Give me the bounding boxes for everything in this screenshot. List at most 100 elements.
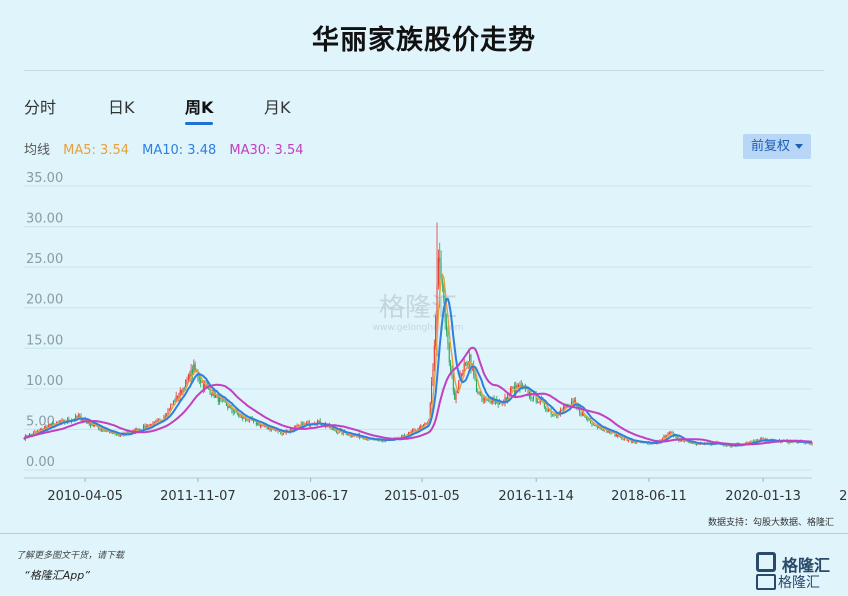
candle-body [409, 432, 411, 434]
candle-body [628, 439, 630, 441]
candle-body [210, 394, 212, 396]
watermark-url: www.gelonghui.com [373, 323, 464, 333]
candle-body [198, 377, 200, 381]
candle-body [556, 415, 558, 417]
candle-body [532, 393, 534, 399]
candle-body [45, 426, 47, 428]
candle-body [269, 428, 271, 430]
candle-body [424, 423, 426, 426]
candle-body [33, 432, 35, 435]
price-adjust-dropdown[interactable]: 前复权 [743, 134, 811, 159]
candle-body [584, 415, 586, 418]
candle-body [550, 410, 552, 415]
ma5-value: MA5: 3.54 [63, 143, 129, 158]
candle-body [507, 393, 509, 402]
candle-body [100, 428, 102, 430]
candle-body [335, 430, 337, 433]
candle-body [470, 354, 472, 369]
candle-body [485, 398, 487, 400]
candle-body [158, 419, 160, 421]
logo-mark-icon [756, 552, 776, 572]
candle-body [649, 443, 651, 445]
candle-body [696, 444, 698, 446]
candle-body [247, 420, 249, 422]
candle-body [466, 362, 468, 366]
candle-body [672, 433, 674, 436]
candle-body [307, 421, 309, 424]
candle-body [363, 437, 365, 440]
candle-body [724, 445, 726, 447]
candle-body [152, 422, 154, 427]
tab-intraday[interactable]: 分时 [24, 98, 57, 117]
tab-weekly-k[interactable]: 周K [185, 98, 214, 117]
tab-monthly-k[interactable]: 月K [264, 98, 291, 117]
candle-body [599, 426, 601, 430]
candle-body [541, 398, 543, 401]
candle-body [28, 434, 30, 437]
candle-body [418, 427, 420, 431]
candle-body [35, 431, 37, 433]
candle-body [609, 430, 611, 433]
candle-body [594, 424, 596, 426]
promo-app-name: “格隆汇App” [24, 569, 90, 582]
candle-body [193, 363, 195, 375]
candle-body [632, 441, 634, 443]
candle-body [345, 432, 347, 435]
candle-body [75, 415, 77, 420]
candle-body [57, 421, 59, 423]
candle-body [537, 401, 539, 403]
candle-body [543, 401, 545, 408]
ma-legend: 均线 MA5: 3.54 MA10: 3.48 MA30: 3.54 [24, 139, 313, 158]
candle-body [117, 434, 119, 436]
candle-body [98, 427, 100, 430]
candle-body [554, 414, 556, 416]
y-tick-label: 10.00 [26, 374, 63, 389]
footer-divider [0, 533, 848, 534]
candle-body [318, 420, 320, 422]
candle-body [228, 406, 230, 409]
candle-body [759, 438, 761, 440]
candle-body [155, 421, 157, 422]
candle-body [682, 440, 684, 442]
candle-body [68, 418, 70, 421]
candle-body [87, 421, 89, 424]
candle-body [804, 442, 806, 444]
promo-line: 了解更多图文干货，请下载 [16, 551, 125, 561]
candle-body [615, 433, 617, 437]
candle-body [592, 424, 594, 426]
candle-body [115, 433, 117, 435]
ma30-line [23, 346, 812, 446]
candle-body [202, 381, 204, 389]
candle-body [333, 427, 335, 431]
candle-body [546, 408, 548, 412]
candle-body [761, 438, 763, 440]
candle-body [664, 435, 666, 438]
candle-body [225, 402, 227, 406]
candle-body [103, 429, 105, 431]
x-axis: 2010-04-05 2011-11-07 2013-06-17 2015-01-05… [24, 477, 848, 504]
candle-body [441, 283, 443, 285]
candle-body [621, 437, 623, 440]
candle-body [56, 421, 58, 425]
candle-body [448, 343, 450, 363]
candle-body [610, 432, 612, 434]
candle-body [573, 400, 575, 403]
candle-body [531, 397, 533, 399]
candle-body [460, 373, 462, 376]
tab-daily-k[interactable]: 日K [108, 98, 135, 117]
candle-body [447, 331, 449, 344]
gelonghui-logo: 格隆汇 格隆汇 [756, 552, 842, 592]
candle-body [368, 439, 370, 441]
candle-body [473, 366, 475, 376]
candle-body [436, 285, 438, 317]
candle-body [668, 432, 670, 434]
candle-body [725, 445, 727, 447]
candle-body [553, 414, 555, 416]
candle-body [144, 425, 146, 429]
candle-body [634, 442, 636, 444]
candle-body [614, 432, 616, 437]
candle-body [675, 436, 677, 439]
candle-body [618, 435, 620, 437]
candle-body [118, 435, 120, 437]
